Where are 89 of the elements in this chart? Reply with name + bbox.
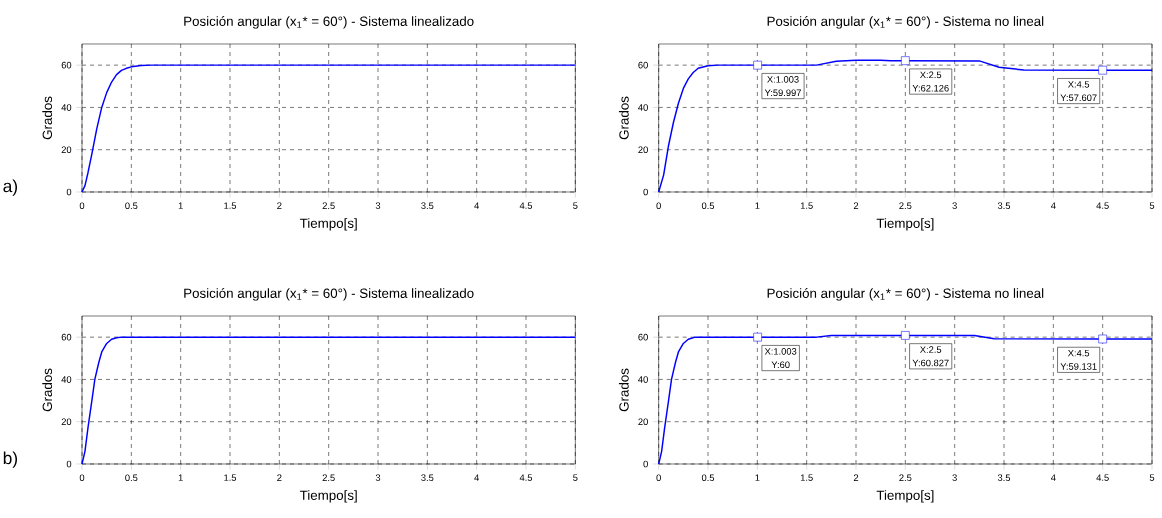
y-tick-label: 40 [61,376,72,383]
x-tick-label: 0.5 [701,202,715,209]
x-tick-label: 1 [178,474,183,481]
annotation: X:1.003 [767,76,799,83]
x-tick-label: 3.5 [421,474,434,481]
x-tick-label: 4 [474,202,479,209]
annotation: Y:60 [771,361,790,369]
x-tick-label: 4.5 [1096,202,1109,209]
x-tick-label: 3 [952,202,957,209]
x-tick-label: 0 [656,202,661,209]
y-tick-label: 40 [61,104,72,111]
point [1098,65,1107,75]
x-axis-title: Tiempo[s] [299,490,357,503]
x-tick-label: 4.5 [1096,474,1109,481]
chart-title: Posición angular (x$_{1}$* = 60°) - Sistema linealizado [184,16,474,29]
annotation: X:2.5 [920,346,942,353]
x-tick-label: 1.5 [224,202,237,209]
x-tick-label: 3.5 [997,474,1011,481]
y-axis-title: Grados [618,368,629,412]
x-tick-label: 2 [277,474,282,481]
annotation: Y:60.827 [912,359,949,367]
x-tick-label: 4.5 [519,474,533,481]
x-tick-label: 2 [853,474,859,481]
y-tick-label: 0 [643,460,648,468]
annotation: X:2.5 [920,71,942,79]
y-tick-label: 0 [66,188,72,196]
x-tick-label: 2.5 [322,202,335,209]
y-tick-label: 60 [61,61,72,69]
y-axis-title: Grados [42,368,53,412]
point [901,56,910,65]
x-tick-label: 4 [1050,202,1056,209]
x-tick-label: 2.5 [322,474,335,481]
y-tick-label: 20 [638,146,648,154]
x-tick-label: 5 [1149,202,1155,209]
x-tick-label: 5 [573,202,578,209]
annotation: X:4.5 [1067,81,1090,88]
annotation: Y:57.607 [1060,94,1097,101]
text: b) [3,451,18,468]
x-tick-label: 0.5 [701,474,715,481]
y-tick-label: 20 [61,418,72,426]
x-tick-label: 0 [79,202,85,209]
y-axis-title: Grados [618,96,629,140]
y-tick-label: 60 [638,333,648,341]
x-tick-label: 2.5 [899,474,912,481]
x-tick-label: 2 [277,202,282,209]
annotation: X:1.003 [764,348,797,355]
x-tick-label: 5 [1149,474,1155,481]
x-tick-label: 3.5 [421,202,434,209]
y-tick-label: 0 [66,460,72,468]
x-tick-label: 2 [853,202,859,209]
x-tick-label: 4 [474,474,479,481]
x-tick-label: 1.5 [800,474,813,481]
y-axis-title: Grados [42,96,53,140]
y-tick-label: 20 [638,418,648,426]
x-tick-label: 0.5 [125,474,138,481]
x-tick-label: 3.5 [997,202,1011,209]
x-tick-label: 1.5 [224,474,237,481]
annotation: Y:59.131 [1060,363,1097,370]
x-tick-label: 1 [755,202,760,209]
x-tick-label: 0 [79,474,85,481]
y-tick-label: 40 [638,376,648,383]
y-tick-label: 0 [643,188,648,196]
x-tick-label: 3 [952,474,957,481]
x-axis-title: Tiempo[s] [876,218,934,231]
x-tick-label: 4 [1050,474,1056,481]
y-tick-label: 60 [61,333,72,341]
x-tick-label: 1 [755,474,760,481]
x-tick-label: 1 [178,202,183,209]
x-tick-label: 4.5 [519,202,533,209]
text: a) [3,179,18,196]
y-tick-label: 60 [638,61,648,69]
x-tick-label: 5 [573,474,578,481]
annotation: Y:62.126 [912,84,949,92]
x-tick-label: 3 [375,474,381,481]
chart-title: Posición angular (x$_{1}$* = 60°) - Sistema no lineal [767,288,1044,301]
chart-title: Posición angular (x$_{1}$* = 60°) - Sistema linealizado [184,288,474,301]
x-tick-label: 3 [375,202,381,209]
chart-title: Posición angular (x$_{1}$* = 60°) - Sistema no lineal [767,16,1044,29]
x-tick-label: 0 [656,474,661,481]
x-axis-title: Tiempo[s] [876,490,934,503]
annotation: X:4.5 [1067,349,1090,357]
x-axis-title: Tiempo[s] [299,218,357,231]
y-tick-label: 40 [638,104,648,111]
point [753,60,762,70]
annotation: Y:59.997 [764,89,801,97]
x-tick-label: 1.5 [800,202,813,209]
x-tick-label: 0.5 [125,202,138,209]
y-tick-label: 20 [61,146,72,154]
x-tick-label: 2.5 [899,202,912,209]
